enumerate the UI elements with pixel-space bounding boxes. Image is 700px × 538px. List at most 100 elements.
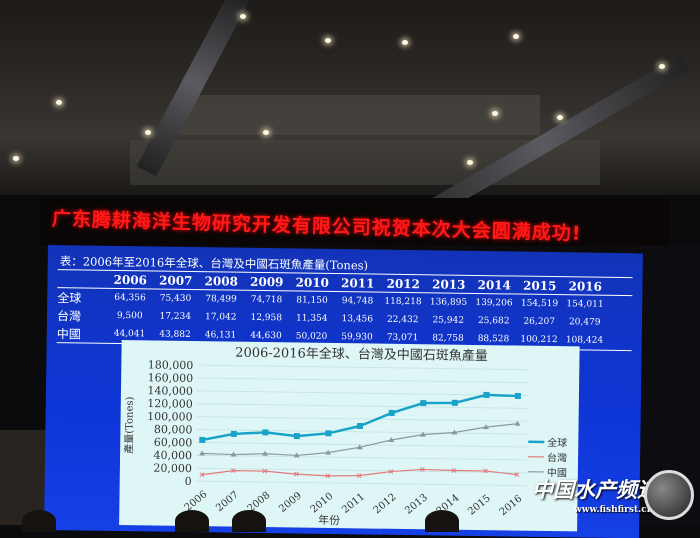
y-axis-title: 產量(Tones) [122,396,136,453]
data-point [262,429,268,435]
y-tick-label: 80,000 [154,423,193,437]
table-cell: 17,042 [198,312,244,323]
table-cell: 136,895 [426,297,472,308]
audience-head [22,510,56,532]
gridline [196,455,527,460]
line-chart: 2006-2016年全球、台灣及中國石斑魚產量 020,00040,00060,0… [119,340,580,531]
year-header: 2016 [562,279,608,294]
ceiling [0,0,700,195]
y-tick-label: 0 [185,475,192,488]
y-tick-label: 60,000 [154,436,193,450]
watermark-url: www.fishfirst.cn [574,505,653,516]
data-point [389,410,395,416]
data-point [294,433,300,439]
x-tick-label: 2012 [372,492,399,517]
y-tick-label: 20,000 [153,462,192,476]
year-header: 2006 [107,272,153,287]
chart-title: 2006-2016年全球、台灣及中國石斑魚產量 [235,345,488,365]
y-tick-label: 180,000 [148,358,194,372]
table-cell: 88,528 [471,334,517,345]
data-point [199,437,205,443]
table-cell: 74,718 [244,295,290,306]
gridline [197,391,528,396]
table-cell: 139,206 [471,298,517,309]
table-cell: 43,882 [152,329,198,340]
table-cell: 75,430 [153,293,199,304]
x-tick-label: 2009 [277,490,304,515]
gridline [196,481,527,486]
gridline [197,378,528,383]
data-point [515,393,521,399]
table-cell: 64,356 [107,293,153,304]
y-tick-label: 140,000 [147,384,193,398]
table-cell: 73,071 [380,333,426,344]
audience-head [175,510,209,532]
series-line-1 [202,466,517,479]
table-cell: 154,011 [562,299,608,310]
table-cell: 25,942 [425,315,471,326]
table-cell: 20,479 [562,317,608,328]
x-tick-label: 2013 [403,492,430,517]
table-cell: 26,207 [516,317,562,328]
header-spacer [58,279,108,280]
table-cell: 13,456 [334,314,380,325]
table-cell: 154,519 [517,299,563,310]
year-header: 2011 [335,276,381,291]
row-label: 台灣 [57,307,107,325]
row-label: 中國 [57,325,107,343]
year-header: 2009 [244,274,290,289]
table-cell: 59,930 [334,332,380,343]
data-point [483,392,489,398]
table-cell: 12,958 [243,313,289,324]
x-tick-label: 2010 [309,491,336,516]
x-tick-label: 2011 [340,491,367,516]
data-point [452,400,458,406]
table-cell: 82,758 [425,333,471,344]
table-cell: 118,218 [380,297,426,308]
production-table: 2006 2007 2008 2009 2010 2011 2012 2013 … [57,269,633,351]
table-cell: 25,682 [471,316,517,327]
watermark-logo-text: 中国水产频道 [532,478,658,502]
x-tick-label: 2007 [214,489,241,514]
table-cell: 17,234 [152,311,198,322]
year-header: 2008 [198,274,244,289]
legend-label: 全球 [547,436,567,449]
table-cell: 22,432 [380,315,426,326]
gridline [197,404,528,409]
year-header: 2014 [471,277,517,292]
data-point [357,423,363,429]
year-header: 2013 [426,277,472,292]
table-cell: 81,150 [289,295,335,306]
led-banner-text: 广东腾耕海洋生物研究开发有限公司祝贺本次大会圆满成功! [52,204,582,246]
data-point [231,431,237,437]
x-tick-label: 2016 [498,493,525,518]
table-cell: 78,499 [198,294,244,305]
y-tick-label: 120,000 [147,397,193,411]
year-header: 2012 [380,276,426,291]
table-cell: 94,748 [335,296,381,307]
table-cell: 44,630 [243,331,289,342]
year-header: 2007 [153,273,199,288]
row-label: 全球 [57,289,107,307]
table-cell: 44,041 [107,329,153,340]
audience-head [425,510,459,532]
led-banner: 广东腾耕海洋生物研究开发有限公司祝贺本次大会圆满成功! [40,198,670,246]
legend-label: 台灣 [547,451,567,464]
gridline [197,417,528,422]
audience-head [232,510,266,532]
x-tick-label: 2015 [466,493,493,518]
globe-icon [644,470,694,520]
y-tick-label: 40,000 [153,449,192,463]
table-cell: 46,131 [198,330,244,341]
year-header: 2010 [289,275,335,290]
data-point [325,430,331,436]
y-tick-label: 100,000 [147,410,193,424]
table-cell: 9,500 [107,311,153,322]
gridline [197,365,528,370]
y-tick-label: 160,000 [148,371,194,385]
table-cell: 11,354 [289,313,335,324]
table-cell: 108,424 [562,335,608,346]
table-cell: 50,020 [289,331,335,342]
year-header: 2015 [517,278,563,293]
